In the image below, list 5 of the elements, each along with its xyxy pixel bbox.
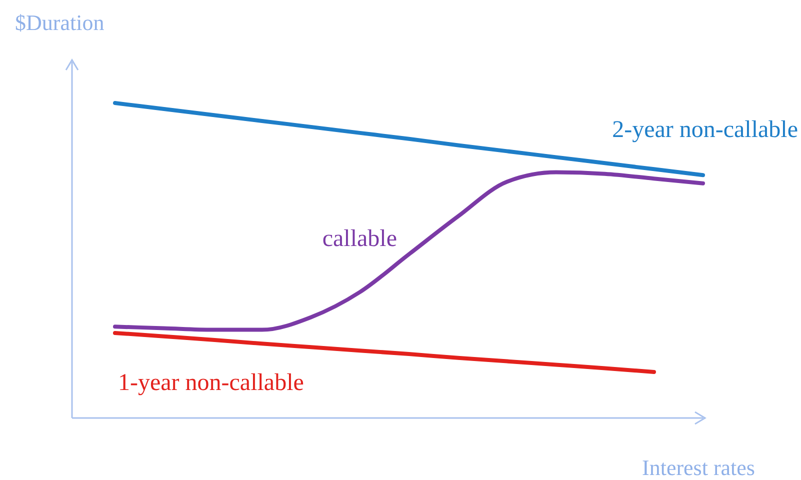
y-axis-title: $Duration [15, 10, 104, 35]
x-axis-title: Interest rates [642, 455, 755, 480]
series-label: callable [322, 226, 397, 252]
series-label: 2-year non-callable [612, 117, 798, 144]
series-label: 1-year non-callable [118, 370, 304, 396]
